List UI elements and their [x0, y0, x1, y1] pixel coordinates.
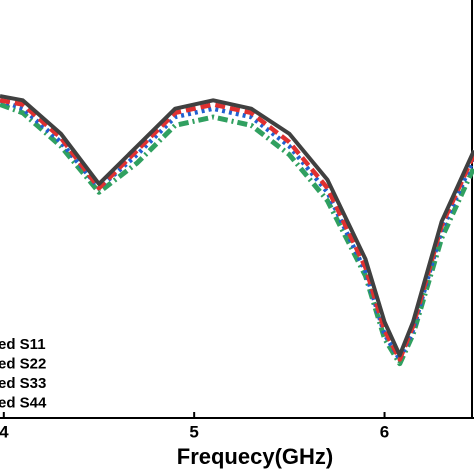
legend-label: ed S22 [0, 355, 46, 372]
x-tick-label: 4 [0, 422, 9, 441]
x-axis-label: Frequecy(GHz) [177, 444, 333, 469]
legend-label: ed S33 [0, 375, 46, 392]
x-tick-label: 6 [380, 422, 389, 441]
series-line [0, 94, 474, 358]
series-line [0, 98, 474, 362]
legend-label: ed S11 [0, 336, 46, 353]
x-tick-label: 5 [189, 422, 198, 441]
legend-label: ed S44 [0, 394, 47, 411]
series-line [0, 98, 474, 362]
series-line [0, 102, 474, 367]
